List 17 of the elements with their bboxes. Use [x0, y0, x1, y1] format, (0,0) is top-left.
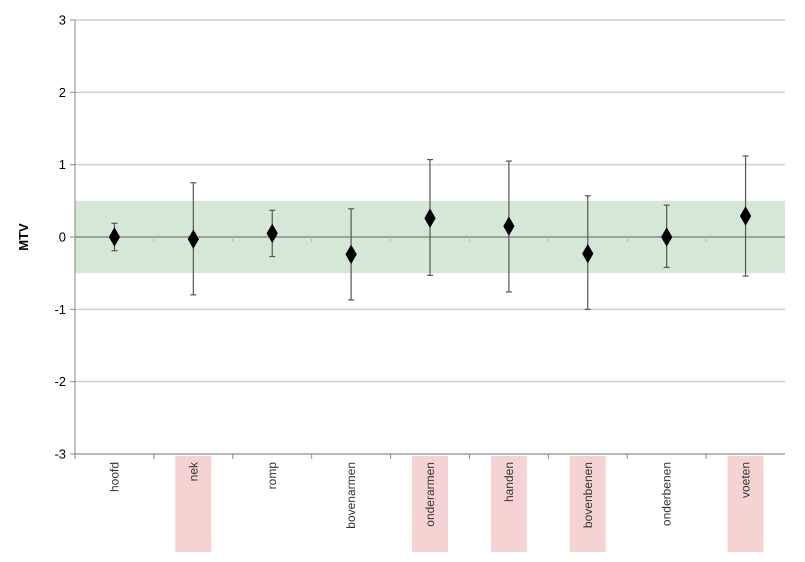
x-tick-label: bovenarmen: [344, 462, 358, 529]
y-tick-label: -1: [54, 302, 66, 317]
x-tick-label: bovenbenen: [580, 462, 595, 528]
x-tick-label: romp: [265, 462, 280, 490]
x-tick-label: hoofd: [107, 462, 122, 492]
y-tick-label: -3: [54, 446, 66, 462]
y-axis-title: MTV: [16, 222, 31, 251]
x-tick-label: onderarmen: [423, 462, 437, 527]
x-tick-label: voeten: [738, 462, 753, 498]
x-tick-label: onderbenen: [660, 462, 674, 526]
y-tick-label: 3: [58, 12, 66, 28]
x-tick-label: nek: [186, 461, 200, 482]
y-tick-label: 0: [58, 230, 66, 245]
y-tick-label: 2: [58, 84, 66, 100]
x-tick-label: handen: [502, 462, 516, 502]
y-tick-label: -2: [54, 374, 66, 390]
y-tick-label: 1: [58, 157, 66, 172]
